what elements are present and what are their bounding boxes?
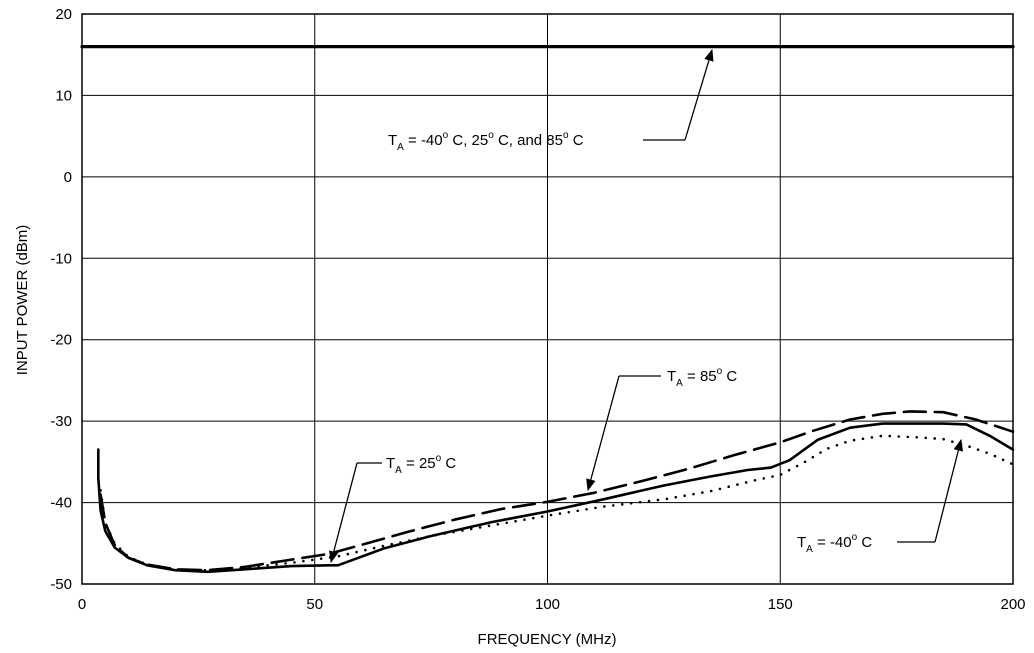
annotation-label-all-temps: TA = -40o C, 25o C, and 85o C xyxy=(388,130,584,153)
x-tick-label: 150 xyxy=(768,596,793,613)
y-axis-title: INPUT POWER (dBm) xyxy=(14,225,31,376)
x-tick-label: 50 xyxy=(306,596,323,613)
y-tick-label: 20 xyxy=(55,6,72,23)
annotation-label-85c: TA = 85o C xyxy=(667,366,737,389)
grid xyxy=(82,14,1013,584)
y-tick-label: -50 xyxy=(50,576,72,593)
annotation-label-25c: TA = 25o C xyxy=(386,453,456,476)
annotation-all-temps: TA = -40o C, 25o C, and 85o C xyxy=(388,48,714,153)
y-tick-label: 10 xyxy=(55,87,72,104)
annotation-85c: TA = 85o C xyxy=(586,366,737,492)
y-axis-ticks: 20 10 0 -10 -20 -30 -40 -50 xyxy=(50,6,72,593)
annotation-minus40c: TA = -40o C xyxy=(797,438,963,555)
y-tick-label: -30 xyxy=(50,413,72,430)
plot-frame xyxy=(81,13,1014,585)
y-tick-label: 0 xyxy=(64,169,72,186)
series-line-1 xyxy=(97,422,1015,574)
x-axis-title: FREQUENCY (MHz) xyxy=(478,631,617,648)
y-tick-label: -40 xyxy=(50,495,72,512)
x-tick-label: 100 xyxy=(535,596,560,613)
series-line-2 xyxy=(99,410,1015,572)
series-line-3 xyxy=(99,434,1015,572)
y-tick-label: -10 xyxy=(50,250,72,267)
series-lines xyxy=(80,45,1015,574)
x-tick-label: 200 xyxy=(1000,596,1025,613)
y-tick-label: -20 xyxy=(50,332,72,349)
x-tick-label: 0 xyxy=(78,596,86,613)
annotation-label-minus40c: TA = -40o C xyxy=(797,532,872,555)
annotation-25c: TA = 25o C xyxy=(329,453,456,564)
x-axis-ticks: 0 50 100 150 200 xyxy=(78,596,1026,613)
